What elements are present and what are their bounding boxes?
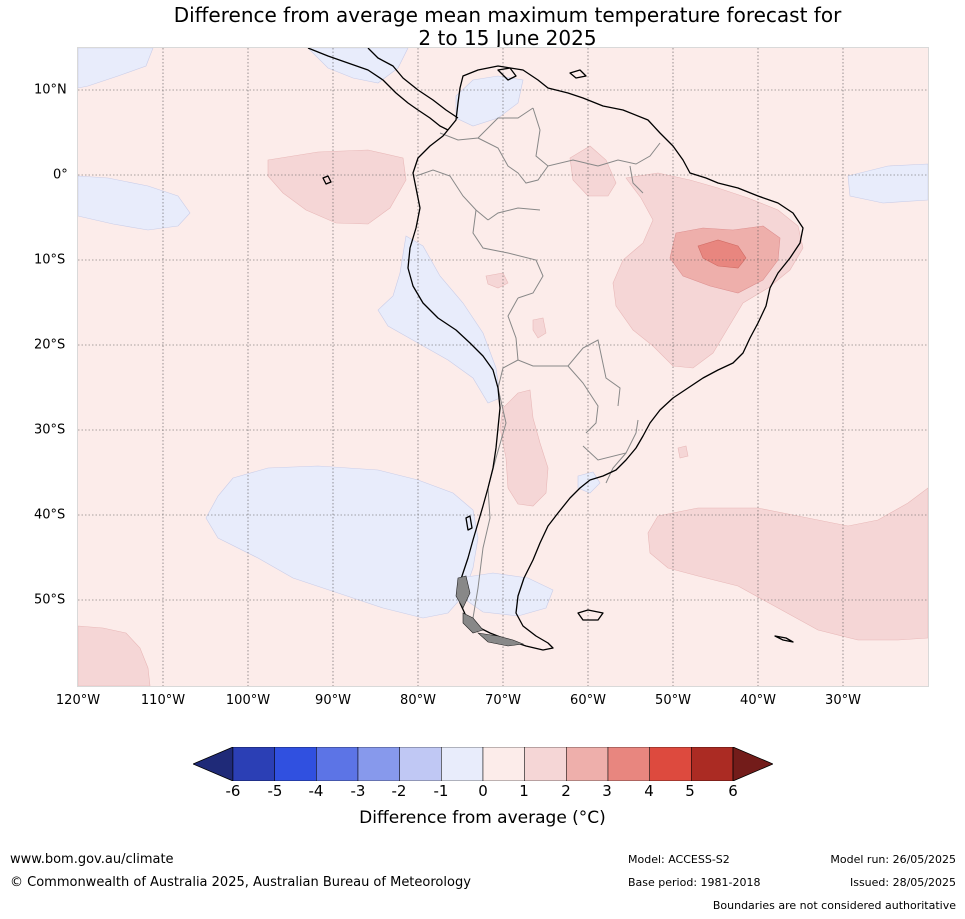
lon-label-40W: 40°W xyxy=(740,693,776,708)
colorbar-tick-m4: -4 xyxy=(308,782,324,800)
footer-model-run: Model run: 26/05/2025 xyxy=(830,853,956,866)
lon-label-100W: 100°W xyxy=(225,693,271,708)
colorbar-extend-high xyxy=(732,746,775,782)
neg-region-east-eq xyxy=(847,163,928,204)
anomaly-3-to-4-region xyxy=(697,239,747,269)
lon-label-90W: 90°W xyxy=(315,693,351,708)
footer-base-period: Base period: 1981-2018 xyxy=(628,876,761,889)
colorbar-cell xyxy=(274,746,317,782)
colorbar-extend-low xyxy=(191,746,234,782)
lon-label-50W: 50°W xyxy=(655,693,691,708)
lon-label-60W: 60°W xyxy=(570,693,606,708)
colorbar-tick-0: 0 xyxy=(478,782,488,800)
chart-title: Difference from average mean maximum tem… xyxy=(0,4,965,50)
pos-region-south-atlantic xyxy=(647,487,928,641)
colorbar-tick-m3: -3 xyxy=(350,782,366,800)
neg-region-south-pacific xyxy=(205,465,479,619)
colorbar-cell xyxy=(357,746,400,782)
coast-south-america xyxy=(407,65,804,651)
lon-label-80W: 80°W xyxy=(400,693,436,708)
footer-model: Model: ACCESS-S2 xyxy=(628,853,730,866)
colorbar-tick-m2: -2 xyxy=(391,782,407,800)
footer-issued: Issued: 28/05/2025 xyxy=(849,876,956,889)
colorbar-cell xyxy=(524,746,567,782)
pos-region-pacific-eq xyxy=(267,149,407,225)
colorbar-tick-m1: -1 xyxy=(433,782,449,800)
forecast-map xyxy=(77,47,929,687)
colorbar-cell xyxy=(649,746,692,782)
lat-label-10S: 10°S xyxy=(34,252,66,268)
lon-label-110W: 110°W xyxy=(140,693,186,708)
graticule xyxy=(78,48,928,686)
neg-region-peru-coast xyxy=(377,235,501,404)
colorbar-cell xyxy=(607,746,650,782)
lat-label-50S: 50°S xyxy=(34,592,66,608)
title-line-1: Difference from average mean maximum tem… xyxy=(173,3,842,27)
footer-url: www.bom.gov.au/climate xyxy=(10,852,174,867)
map-svg xyxy=(78,48,928,686)
neg-region-nw xyxy=(78,48,154,89)
colorbar-cell xyxy=(316,746,359,782)
neg-region-west-eq xyxy=(78,175,191,231)
fuegian-archipelago xyxy=(455,575,525,647)
colorbar-cell xyxy=(441,746,484,782)
pos-region-guiana xyxy=(569,145,617,197)
coast-central-america xyxy=(307,48,449,131)
pos-region-paraguay xyxy=(532,317,547,339)
colorbar-svg xyxy=(191,746,775,782)
lat-label-30S: 30°S xyxy=(34,422,66,438)
colorbar-tick-m6: -6 xyxy=(225,782,241,800)
footer-disclaimer: Boundaries are not considered authoritat… xyxy=(712,899,956,912)
colorbar-label: Difference from average (°C) xyxy=(359,808,606,828)
neg-region-uruguay-coast xyxy=(577,471,601,494)
colorbar-tick-2: 2 xyxy=(561,782,571,800)
neg-region-caribbean xyxy=(455,75,524,127)
colorbar-cell xyxy=(566,746,609,782)
lat-label-40S: 40°S xyxy=(34,507,66,523)
lon-label-30W: 30°W xyxy=(825,693,861,708)
anomaly-neg-regions xyxy=(78,48,928,619)
colorbar xyxy=(191,746,775,782)
colorbar-tick-4: 4 xyxy=(644,782,654,800)
lat-label-20S: 20°S xyxy=(34,337,66,353)
colorbar-cell xyxy=(482,746,525,782)
lat-label-10N: 10°N xyxy=(34,82,67,98)
colorbar-cell xyxy=(691,746,734,782)
colorbar-tick-5: 5 xyxy=(685,782,695,800)
colorbar-tick-3: 3 xyxy=(602,782,612,800)
lat-label-0: 0° xyxy=(53,167,68,183)
pos-region-bolivia xyxy=(485,272,509,289)
neg-region-central-america xyxy=(307,48,409,84)
lon-label-120W: 120°W xyxy=(55,693,101,708)
title-line-2: 2 to 15 June 2025 xyxy=(418,26,597,50)
colorbar-tick-1: 1 xyxy=(519,782,529,800)
colorbar-cell xyxy=(399,746,442,782)
lon-label-70W: 70°W xyxy=(485,693,521,708)
coastlines xyxy=(307,48,804,651)
neg-region-argentina xyxy=(459,572,554,617)
colorbar-tick-m5: -5 xyxy=(267,782,283,800)
footer-copyright: © Commonwealth of Australia 2025, Austra… xyxy=(10,875,471,890)
pos-region-se-pacific xyxy=(78,625,151,686)
pos-region-small xyxy=(677,445,689,459)
pos-region-argentina-center xyxy=(499,389,549,507)
colorbar-tick-6: 6 xyxy=(728,782,738,800)
colorbar-cell xyxy=(232,746,275,782)
